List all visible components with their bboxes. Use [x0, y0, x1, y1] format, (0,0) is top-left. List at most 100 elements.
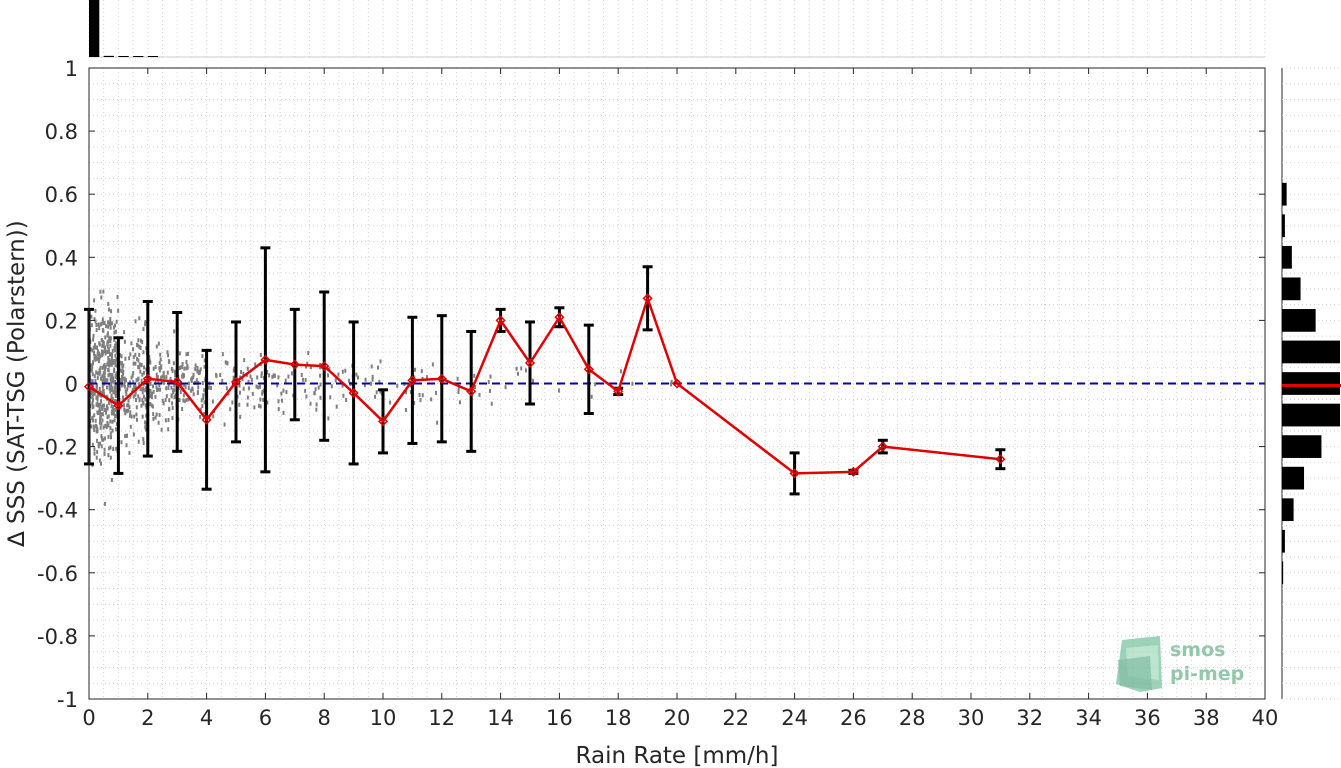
scatter-point [182, 398, 185, 403]
scatter-point [203, 412, 206, 417]
scatter-point [225, 386, 228, 391]
scatter-point [99, 441, 102, 446]
scatter-point [149, 381, 152, 386]
scatter-point [203, 358, 206, 363]
scatter-point [277, 375, 280, 380]
scatter-point [148, 354, 151, 359]
scatter-point [134, 384, 137, 389]
scatter-point [111, 409, 114, 414]
scatter-point [144, 420, 147, 425]
x-tick-label: 34 [1075, 706, 1102, 730]
scatter-point [97, 392, 100, 397]
y-tick-label: -0.8 [37, 625, 78, 649]
x-tick-label: 18 [605, 706, 632, 730]
scatter-point [420, 369, 423, 374]
scatter-point [242, 386, 245, 391]
scatter-point [246, 366, 249, 371]
scatter-point [112, 447, 115, 452]
scatter-point [128, 380, 131, 385]
scatter-point [195, 378, 198, 383]
scatter-point [123, 379, 126, 384]
scatter-point [281, 398, 284, 403]
scatter-point [93, 374, 96, 379]
scatter-point [144, 427, 147, 432]
x-tick-label: 10 [370, 706, 397, 730]
right-histogram-bar [1282, 245, 1292, 269]
scatter-point [102, 344, 105, 349]
scatter-point [131, 347, 134, 352]
scatter-point [154, 365, 157, 370]
scatter-point [389, 400, 392, 405]
scatter-point [181, 361, 184, 366]
top-histogram-bar [89, 0, 100, 57]
scatter-point [285, 390, 288, 395]
scatter-point [374, 394, 377, 399]
scatter-point [129, 424, 132, 429]
scatter-point [97, 322, 100, 327]
scatter-point [128, 356, 131, 361]
scatter-point [114, 392, 117, 397]
scatter-point [409, 383, 412, 388]
logo-line2: pi-mep [1170, 663, 1244, 685]
scatter-point [125, 434, 128, 439]
scatter-point [109, 325, 112, 330]
scatter-point [128, 405, 131, 410]
scatter-point [100, 295, 103, 300]
scatter-point [92, 337, 95, 342]
scatter-point [167, 418, 170, 423]
scatter-point [137, 338, 140, 343]
scatter-point [301, 377, 304, 382]
scatter-point [515, 366, 518, 371]
scatter-point [375, 390, 378, 395]
scatter-point [129, 352, 132, 357]
scatter-point [167, 353, 170, 358]
scatter-point [253, 405, 256, 410]
scatter-point [91, 379, 94, 384]
x-tick-label: 26 [840, 706, 867, 730]
scatter-point [169, 376, 172, 381]
scatter-point [93, 298, 96, 303]
scatter-point [341, 369, 344, 374]
scatter-point [115, 412, 118, 417]
scatter-point [138, 344, 141, 349]
scatter-point [221, 378, 224, 383]
scatter-point [111, 373, 114, 378]
scatter-point [91, 415, 94, 420]
scatter-point [142, 394, 145, 399]
scatter-point [344, 368, 347, 373]
scatter-point [121, 371, 124, 376]
scatter-point [238, 383, 241, 388]
scatter-point [149, 393, 152, 398]
scatter-point [259, 404, 262, 409]
scatter-point [258, 384, 261, 389]
scatter-point [98, 420, 101, 425]
scatter-point [94, 378, 97, 383]
scatter-point [197, 385, 200, 390]
scatter-point [490, 401, 493, 406]
scatter-point [92, 333, 95, 338]
mean-marker [407, 375, 418, 386]
scatter-point [93, 428, 96, 433]
scatter-point [435, 390, 438, 395]
scatter-point [165, 386, 168, 391]
scatter-point [124, 389, 127, 394]
mean-marker [877, 441, 888, 452]
scatter-point [319, 373, 322, 378]
scatter-point [105, 407, 108, 412]
x-tick-label: 38 [1193, 706, 1220, 730]
scatter-point [114, 353, 117, 358]
scatter-point [152, 366, 155, 371]
scatter-point [152, 412, 155, 417]
scatter-point [108, 335, 111, 340]
scatter-point [108, 399, 111, 404]
scatter-point [124, 356, 127, 361]
scatter-point [123, 382, 126, 387]
scatter-point [203, 364, 206, 369]
scatter-point [130, 375, 133, 380]
mean-marker [319, 361, 330, 372]
scatter-point [90, 323, 93, 328]
scatter-point [670, 379, 673, 384]
scatter-point [158, 366, 161, 371]
scatter-point [196, 390, 199, 395]
scatter-point [98, 342, 101, 347]
